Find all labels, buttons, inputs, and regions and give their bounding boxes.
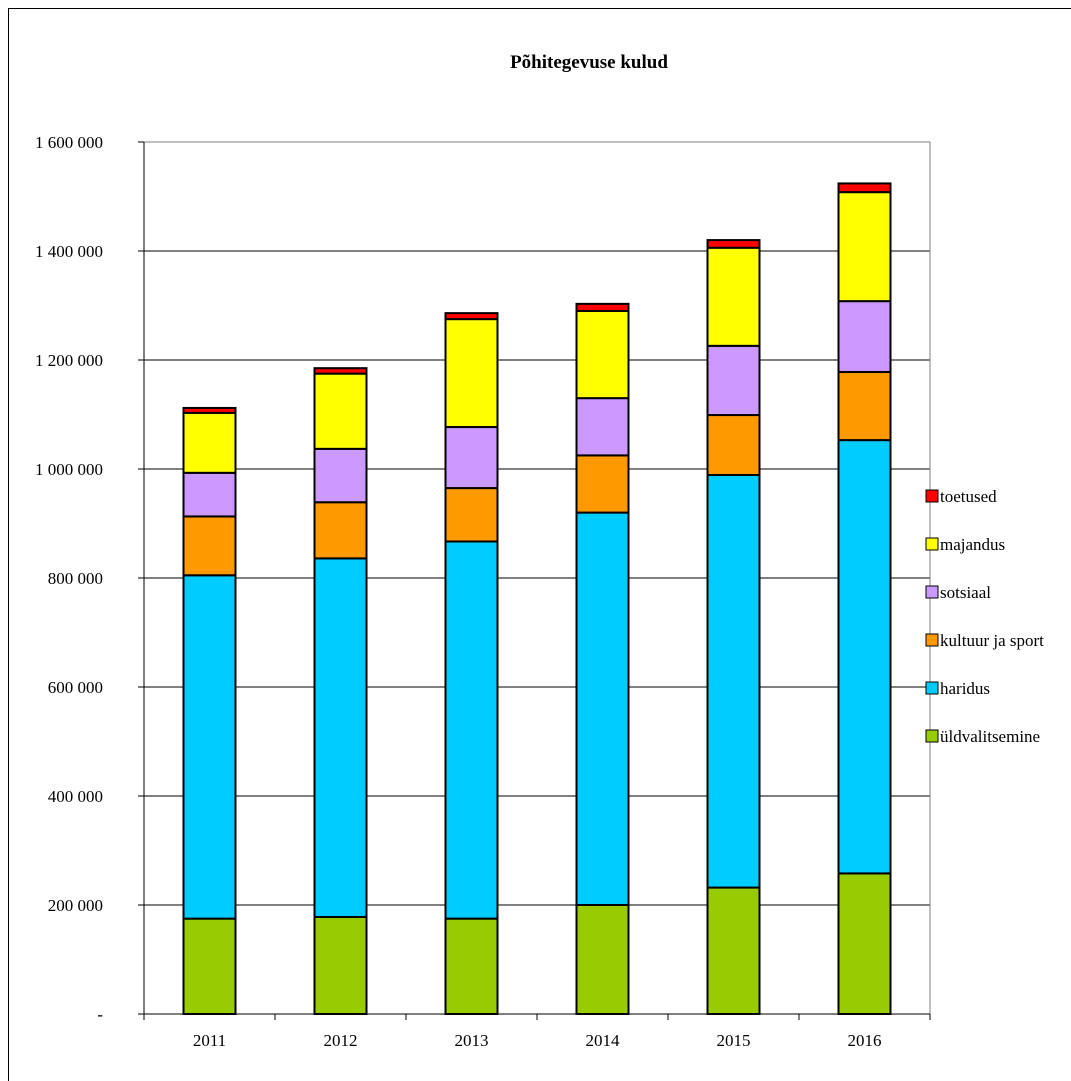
y-tick-label: 800 000	[48, 569, 103, 588]
legend-layer: toetused majandus sotsiaal kultuur ja sport…	[925, 487, 1044, 746]
bar-segment	[313, 447, 368, 504]
grid-layer	[144, 141, 930, 906]
y-tick-label: 1 000 000	[35, 460, 103, 479]
bar-segment	[313, 372, 368, 450]
bar-segment	[444, 917, 499, 1015]
legend-swatch	[925, 489, 939, 503]
x-tick-label: 2014	[586, 1031, 621, 1050]
bar-segment	[182, 471, 237, 518]
legend-swatch	[925, 729, 939, 743]
bar-segment	[706, 886, 761, 1015]
bar-segment	[444, 540, 499, 920]
y-tick-label: 400 000	[48, 787, 103, 806]
legend-label: toetused	[940, 487, 997, 506]
chart-frame	[8, 8, 1071, 1081]
y-tick-label: 1 600 000	[35, 133, 103, 152]
bar-segment	[575, 397, 630, 457]
bars-layer	[182, 182, 892, 1016]
chart-title: Põhitegevuse kulud	[510, 52, 668, 73]
legend-label: üldvalitsemine	[940, 727, 1040, 746]
legend-label: haridus	[940, 679, 990, 698]
bar-segment	[444, 426, 499, 490]
axis-layer: - 200 000 400 000 600 000 800 000 1 000 000 1 …	[35, 133, 931, 1050]
bar-segment	[575, 511, 630, 906]
bar-segment	[313, 367, 368, 375]
bar-segment	[444, 318, 499, 429]
bar-segment	[575, 904, 630, 1015]
bar-segment	[575, 309, 630, 400]
bar-segment	[182, 917, 237, 1015]
legend-swatch	[925, 681, 939, 695]
bar-segment	[313, 501, 368, 560]
x-tick-label: 2012	[324, 1031, 358, 1050]
bar-segment	[706, 344, 761, 417]
bar-segment	[837, 439, 892, 875]
bar-segment	[182, 406, 237, 414]
y-tick-label: 1 200 000	[35, 351, 103, 370]
y-tick-label: 600 000	[48, 678, 103, 697]
y-tick-label: -	[97, 1005, 103, 1024]
legend-swatch	[925, 633, 939, 647]
bar-segment	[575, 302, 630, 312]
bar-segment	[706, 473, 761, 889]
bar-segment	[837, 191, 892, 303]
x-tick-label: 2015	[717, 1031, 751, 1050]
bar-segment	[313, 557, 368, 918]
legend-swatch	[925, 585, 939, 599]
bar-segment	[313, 915, 368, 1015]
legend-label: kultuur ja sport	[940, 631, 1044, 650]
x-tick-label: 2016	[848, 1031, 882, 1050]
bar-segment	[706, 414, 761, 476]
bar-segment	[182, 411, 237, 474]
bar-segment	[706, 246, 761, 347]
bar-segment	[837, 872, 892, 1016]
bar-segment	[444, 487, 499, 543]
y-tick-label: 1 400 000	[35, 242, 103, 261]
legend-label: majandus	[940, 535, 1005, 554]
bar-segment	[706, 239, 761, 249]
bar-segment	[444, 312, 499, 321]
legend-label: sotsiaal	[940, 583, 991, 602]
bar-segment	[837, 300, 892, 373]
bar-segment	[182, 574, 237, 920]
bar-segment	[575, 454, 630, 514]
legend-swatch	[925, 537, 939, 551]
x-tick-label: 2013	[455, 1031, 489, 1050]
x-tick-label: 2011	[193, 1031, 226, 1050]
bar-segment	[837, 182, 892, 194]
bar-segment	[182, 515, 237, 577]
bar-segment	[837, 370, 892, 442]
y-tick-label: 200 000	[48, 896, 103, 915]
